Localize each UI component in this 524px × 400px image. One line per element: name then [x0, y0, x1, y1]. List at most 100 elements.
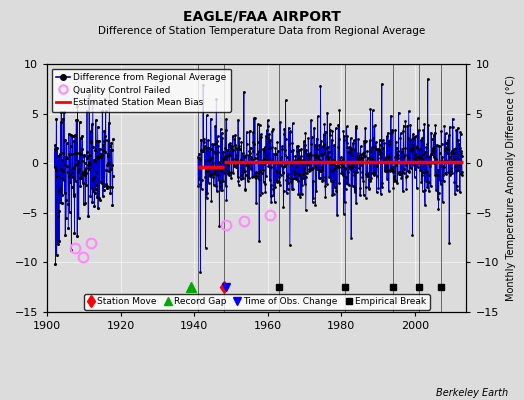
Point — [363, 172, 372, 179]
Point — [371, 169, 379, 176]
Point — [314, 154, 322, 161]
Point — [391, 178, 400, 184]
Point — [416, 167, 424, 173]
Point — [278, 143, 287, 149]
Point — [209, 174, 217, 180]
Point — [195, 155, 204, 161]
Point — [70, 138, 78, 144]
Point — [344, 148, 353, 155]
Point — [292, 176, 300, 182]
Point — [335, 107, 344, 113]
Point — [319, 176, 328, 183]
Point — [420, 159, 428, 166]
Point — [458, 171, 466, 178]
Point — [314, 167, 323, 174]
Point — [389, 166, 397, 173]
Point — [211, 123, 219, 129]
Point — [102, 185, 111, 191]
Point — [249, 115, 258, 122]
Point — [227, 174, 235, 181]
Point — [346, 144, 354, 150]
Point — [449, 116, 457, 122]
Point — [277, 162, 286, 169]
Point — [291, 157, 299, 164]
Point — [58, 175, 66, 182]
Point — [90, 174, 98, 180]
Point — [452, 127, 461, 133]
Point — [226, 146, 235, 152]
Point — [266, 144, 274, 151]
Point — [79, 169, 87, 176]
Point — [324, 144, 332, 150]
Point — [302, 207, 310, 214]
Point — [203, 190, 212, 196]
Point — [259, 179, 268, 186]
Point — [96, 153, 105, 160]
Point — [370, 123, 378, 129]
Point — [97, 154, 106, 160]
Point — [79, 171, 88, 177]
Point — [369, 159, 378, 165]
Point — [81, 199, 90, 206]
Point — [241, 154, 249, 160]
Point — [378, 183, 386, 190]
Point — [102, 181, 111, 187]
Point — [210, 168, 219, 174]
Point — [203, 195, 211, 202]
Point — [255, 148, 263, 155]
Point — [53, 173, 61, 180]
Point — [423, 141, 432, 147]
Point — [369, 160, 377, 166]
Point — [387, 130, 395, 136]
Point — [85, 152, 94, 158]
Point — [347, 146, 356, 153]
Point — [425, 153, 434, 160]
Point — [349, 140, 357, 146]
Point — [378, 180, 387, 186]
Point — [451, 163, 459, 170]
Point — [272, 177, 280, 183]
Point — [322, 152, 331, 159]
Point — [222, 197, 231, 203]
Point — [445, 124, 454, 130]
Point — [239, 153, 248, 160]
Point — [387, 165, 396, 172]
Point — [219, 135, 227, 141]
Point — [434, 167, 442, 173]
Point — [383, 162, 391, 168]
Point — [95, 197, 104, 203]
Point — [271, 151, 280, 157]
Point — [237, 156, 245, 163]
Point — [250, 173, 258, 180]
Point — [382, 154, 390, 160]
Point — [84, 213, 92, 220]
Point — [50, 146, 59, 153]
Point — [58, 192, 67, 198]
Point — [214, 176, 223, 183]
Point — [51, 142, 59, 148]
Point — [443, 150, 451, 157]
Point — [85, 92, 93, 98]
Point — [320, 150, 329, 156]
Point — [248, 156, 256, 162]
Point — [263, 157, 271, 163]
Point — [376, 149, 385, 155]
Point — [437, 128, 445, 134]
Point — [444, 132, 453, 138]
Point — [355, 152, 364, 158]
Point — [413, 115, 422, 122]
Point — [62, 154, 71, 161]
Point — [261, 133, 270, 139]
Point — [441, 130, 450, 137]
Point — [377, 191, 385, 197]
Point — [317, 168, 325, 174]
Point — [442, 157, 450, 163]
Point — [237, 139, 246, 145]
Point — [82, 170, 90, 176]
Point — [426, 163, 434, 169]
Point — [452, 168, 460, 174]
Point — [436, 159, 444, 165]
Point — [372, 146, 380, 152]
Point — [74, 215, 83, 222]
Point — [279, 204, 288, 210]
